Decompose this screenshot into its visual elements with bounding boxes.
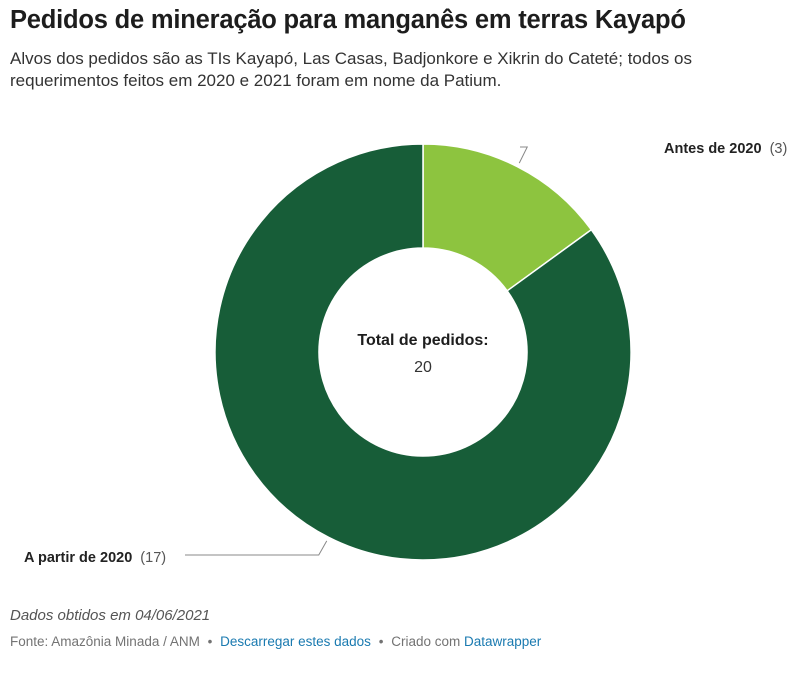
footer-separator: • <box>378 634 384 649</box>
slice-label-a-partir-de-2020: A partir de 2020 (17) <box>24 550 166 566</box>
slice-value-text: (3) <box>770 141 788 157</box>
chart-title: Pedidos de mineração para manganês em te… <box>10 6 686 34</box>
chart-notes: Dados obtidos em 04/06/2021 <box>10 607 211 624</box>
center-label: Total de pedidos: <box>357 332 488 349</box>
created-with-text: Criado com <box>391 634 461 649</box>
datawrapper-link[interactable]: Datawrapper <box>464 634 542 649</box>
source-text: Fonte: Amazônia Minada / ANM <box>10 634 200 649</box>
slice-label-text: Antes de 2020 <box>664 141 762 157</box>
slice-label-antes-de-2020: Antes de 2020 (3) <box>664 141 787 157</box>
donut-slice-a-partir-de-2020 <box>214 143 632 561</box>
slice-value-text: (17) <box>140 550 166 566</box>
center-value: 20 <box>414 359 432 376</box>
leader-line <box>518 146 529 164</box>
donut-slice-antes-de-2020 <box>422 143 593 292</box>
download-data-link[interactable]: Descarregar estes dados <box>220 634 371 649</box>
donut-chart: Antes de 2020 (3) A partir de 2020 (17) … <box>24 141 787 566</box>
chart-footer: Fonte: Amazônia Minada / ANM • Descarreg… <box>10 634 541 649</box>
footer-separator: • <box>207 634 213 649</box>
slice-label-text: A partir de 2020 <box>24 550 132 566</box>
chart-subtitle: Alvos dos pedidos são as TIs Kayapó, Las… <box>10 49 692 90</box>
leader-line <box>185 540 328 556</box>
